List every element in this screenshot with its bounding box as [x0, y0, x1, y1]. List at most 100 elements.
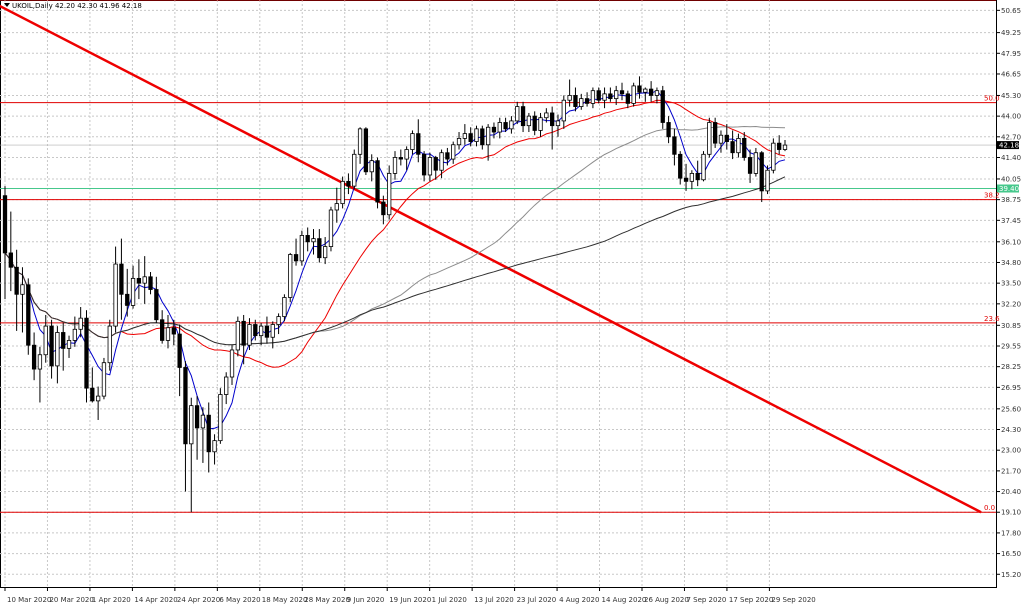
candle	[515, 101, 520, 125]
candle-body-up	[72, 328, 77, 341]
candle-body-up	[113, 263, 118, 327]
candle-body-up	[276, 316, 281, 325]
candle	[241, 314, 246, 365]
candle	[113, 246, 118, 333]
candle-body-down	[241, 320, 246, 346]
candle-body-down	[317, 238, 322, 259]
candle	[49, 319, 54, 379]
candle	[194, 396, 200, 460]
x-tick-label: 14 Apr 2020	[134, 596, 177, 604]
candle-body-down	[375, 160, 380, 203]
candle-body-down	[183, 367, 188, 445]
candle	[229, 345, 235, 385]
y-tick-label: 28.25	[1001, 363, 1021, 371]
candle	[346, 173, 351, 195]
candle	[317, 229, 322, 263]
candle	[654, 87, 660, 104]
candle	[95, 386, 101, 420]
candle-body-up	[771, 142, 776, 171]
candle	[381, 195, 386, 225]
y-tick-label: 46.65	[1001, 70, 1021, 78]
candle	[224, 372, 229, 405]
candle-body-up	[43, 325, 48, 356]
candle	[736, 133, 741, 158]
candle-body-down	[31, 344, 37, 370]
candle-body-up	[369, 160, 374, 173]
candle	[631, 82, 636, 107]
x-tick-label: 28 May 2020	[304, 596, 350, 604]
candle	[742, 132, 747, 161]
candle-body-up	[101, 362, 107, 397]
x-tick-label: 17 Sep 2020	[729, 596, 773, 604]
candle-body-up	[590, 90, 596, 104]
candle-body-up	[258, 325, 264, 337]
candle-body-down	[171, 327, 176, 335]
candle	[637, 76, 642, 99]
y-tick-label: 29.55	[1001, 342, 1021, 350]
candle-body-up	[247, 324, 252, 346]
chevron-down-icon[interactable]	[4, 3, 10, 7]
candle	[427, 152, 433, 182]
candle	[253, 319, 258, 341]
candle	[2, 186, 8, 300]
candle-body-up	[299, 235, 305, 262]
candle-body-up	[451, 144, 456, 160]
candle	[14, 249, 19, 331]
candle	[497, 117, 502, 139]
candle-body-up	[579, 98, 584, 107]
candle-body-down	[625, 93, 630, 104]
candle	[724, 124, 729, 150]
candle	[119, 238, 124, 320]
y-tick-label: 33.50	[1001, 280, 1021, 288]
candle	[218, 388, 223, 444]
candle-body-down	[154, 289, 159, 321]
candle-body-down	[61, 332, 66, 349]
symbol-info: UKOIL,Daily 42.20 42.30 41.96 42.18	[12, 2, 142, 10]
candle	[509, 116, 514, 134]
x-tick-label: 29 Sep 2020	[771, 596, 815, 604]
y-tick-label: 45.30	[1001, 92, 1021, 100]
candle	[130, 265, 136, 309]
candle-body-down	[253, 324, 258, 337]
candle-body-up	[631, 85, 636, 104]
y-tick-label: 36.10	[1001, 238, 1021, 246]
candle	[759, 151, 764, 203]
y-tick-label: 30.85	[1001, 322, 1021, 330]
candle-body-down	[747, 157, 753, 174]
y-tick-label: 41.40	[1001, 154, 1021, 162]
candle-body-down	[742, 137, 747, 158]
candle-body-down	[84, 317, 89, 389]
candle-body-up	[701, 153, 706, 181]
candle	[334, 187, 339, 223]
candle	[78, 307, 83, 338]
candle-body-up	[282, 297, 287, 317]
candle	[747, 149, 753, 183]
candle-body-up	[270, 324, 275, 338]
candle-body-up	[462, 133, 467, 139]
candle-body-down	[480, 128, 485, 146]
candle-body-down	[666, 122, 671, 138]
candle-body-up	[538, 117, 543, 131]
y-tick-label: 34.80	[1001, 259, 1021, 267]
candle-body-up	[311, 238, 316, 243]
candle-body-down	[730, 141, 735, 154]
candle	[183, 361, 188, 492]
candle	[439, 149, 444, 179]
fib-level-label: 23.6	[984, 315, 1000, 323]
candle-body-up	[689, 172, 695, 182]
candle-body-down	[695, 172, 700, 181]
candle-body-down	[14, 266, 19, 295]
candle	[107, 319, 112, 371]
y-tick-label: 49.25	[1001, 29, 1021, 37]
candle	[72, 316, 77, 347]
candle	[165, 314, 171, 349]
candle	[299, 230, 305, 266]
candle-body-down	[683, 177, 689, 182]
candle	[544, 108, 549, 123]
y-tick-label: 26.95	[1001, 384, 1021, 392]
candle	[538, 112, 543, 137]
y-tick-label: 15.20	[1001, 571, 1021, 579]
current-price-label: 42.18	[999, 142, 1019, 150]
